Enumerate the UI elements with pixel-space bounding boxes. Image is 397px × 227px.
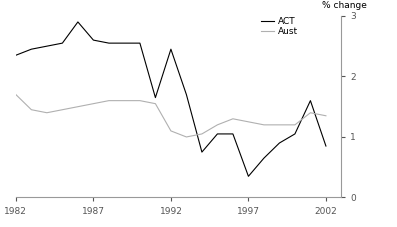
ACT xyxy=(44,45,49,47)
Text: % change: % change xyxy=(322,1,366,10)
ACT xyxy=(293,133,297,135)
ACT xyxy=(184,93,189,96)
ACT xyxy=(13,54,18,57)
Aust xyxy=(60,108,65,111)
ACT xyxy=(246,175,251,178)
Line: ACT: ACT xyxy=(16,22,326,176)
ACT xyxy=(29,48,34,51)
Aust xyxy=(137,99,142,102)
ACT xyxy=(200,151,204,153)
Aust xyxy=(168,130,173,132)
Aust xyxy=(44,111,49,114)
ACT xyxy=(168,48,173,51)
Aust xyxy=(153,102,158,105)
ACT xyxy=(75,21,80,23)
Aust xyxy=(262,123,266,126)
ACT xyxy=(262,157,266,160)
Aust xyxy=(293,123,297,126)
Aust xyxy=(122,99,127,102)
ACT xyxy=(122,42,127,44)
ACT xyxy=(324,145,328,147)
Aust xyxy=(308,111,313,114)
Line: Aust: Aust xyxy=(16,95,326,137)
ACT xyxy=(215,133,220,135)
Aust xyxy=(13,93,18,96)
ACT xyxy=(91,39,96,42)
ACT xyxy=(231,133,235,135)
Aust xyxy=(246,121,251,123)
Aust xyxy=(29,108,34,111)
ACT xyxy=(308,99,313,102)
Aust xyxy=(215,123,220,126)
ACT xyxy=(137,42,142,44)
Aust xyxy=(91,102,96,105)
Aust xyxy=(231,117,235,120)
Legend: ACT, Aust: ACT, Aust xyxy=(260,17,298,36)
Aust xyxy=(324,114,328,117)
ACT xyxy=(153,96,158,99)
Aust xyxy=(277,123,282,126)
Aust xyxy=(75,105,80,108)
Aust xyxy=(200,133,204,135)
Aust xyxy=(106,99,111,102)
ACT xyxy=(106,42,111,44)
ACT xyxy=(277,142,282,144)
ACT xyxy=(60,42,65,44)
Aust xyxy=(184,136,189,138)
